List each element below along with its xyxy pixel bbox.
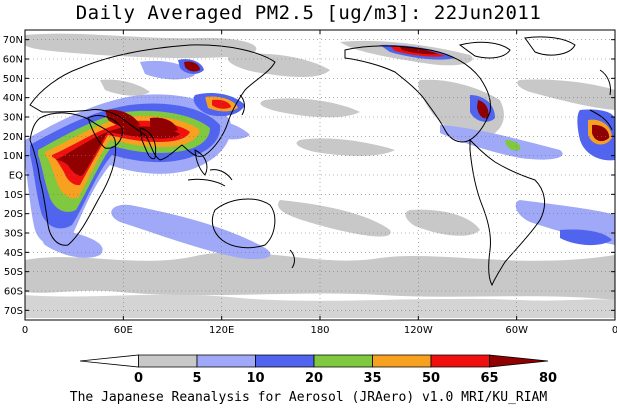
colorbar-level-label: 50 (422, 371, 440, 386)
colorbar: 0 5 10 20 35 50 65 80 (79, 354, 557, 386)
lon-tick-label: 0 (22, 325, 28, 336)
lat-tick-label: 30S (4, 229, 23, 240)
colorbar-swatch (196, 354, 256, 368)
colorbar-level-label: 20 (305, 371, 323, 386)
colorbar-swatch (372, 354, 432, 368)
colorbar-swatch (138, 354, 198, 368)
colorbar-level-label: 10 (246, 371, 264, 386)
colorbar-swatch (430, 354, 490, 368)
colorbar-swatch (313, 354, 373, 368)
colorbar-swatch (79, 354, 139, 368)
colorbar-level-label: 35 (363, 371, 381, 386)
lat-tick-label: 40N (3, 93, 23, 104)
lon-tick-label: 180 (310, 325, 329, 336)
lon-tick-label: 0 (612, 325, 617, 336)
colorbar-level-label: 65 (480, 371, 498, 386)
coastlines (29, 36, 613, 287)
longitude-ticks: 0 60E 120E 180 120W 60W 0 (22, 30, 617, 336)
lat-tick-label: 10N (3, 151, 23, 162)
map-title: Daily Averaged PM2.5 [ug/m3]: 22Jun2011 (75, 2, 542, 24)
map-footer: The Japanese Reanalysis for Aerosol (JRA… (69, 390, 548, 405)
lon-tick-label: 60E (114, 325, 133, 336)
lat-tick-label: 20N (3, 132, 23, 143)
lon-tick-label: 120W (404, 325, 433, 336)
colorbar-level-label: 80 (539, 371, 557, 386)
lat-tick-label: 60S (4, 287, 23, 298)
lat-tick-label: 70N (3, 35, 23, 46)
lon-tick-label: 60W (505, 325, 528, 336)
colorbar-swatch (255, 354, 315, 368)
lat-tick-label: EQ (9, 171, 23, 182)
colorbar-level-label: 0 (134, 371, 143, 386)
grid-lines (25, 30, 615, 320)
lat-tick-label: 70S (4, 306, 23, 317)
lat-tick-label: 20S (4, 209, 23, 220)
lat-tick-label: 10S (4, 190, 23, 201)
lat-tick-label: 60N (3, 55, 23, 66)
lat-tick-label: 50N (3, 74, 23, 85)
colorbar-level-label: 5 (192, 371, 201, 386)
lon-tick-label: 120E (209, 325, 234, 336)
lat-tick-label: 30N (3, 113, 23, 124)
latitude-ticks: 70N 60N 50N 40N 30N 20N 10N EQ 10S 20S 30S 40S 50S 60… (3, 35, 615, 317)
lat-tick-label: 40S (4, 248, 23, 259)
lat-tick-label: 50S (4, 267, 23, 278)
colorbar-swatch (489, 354, 549, 368)
